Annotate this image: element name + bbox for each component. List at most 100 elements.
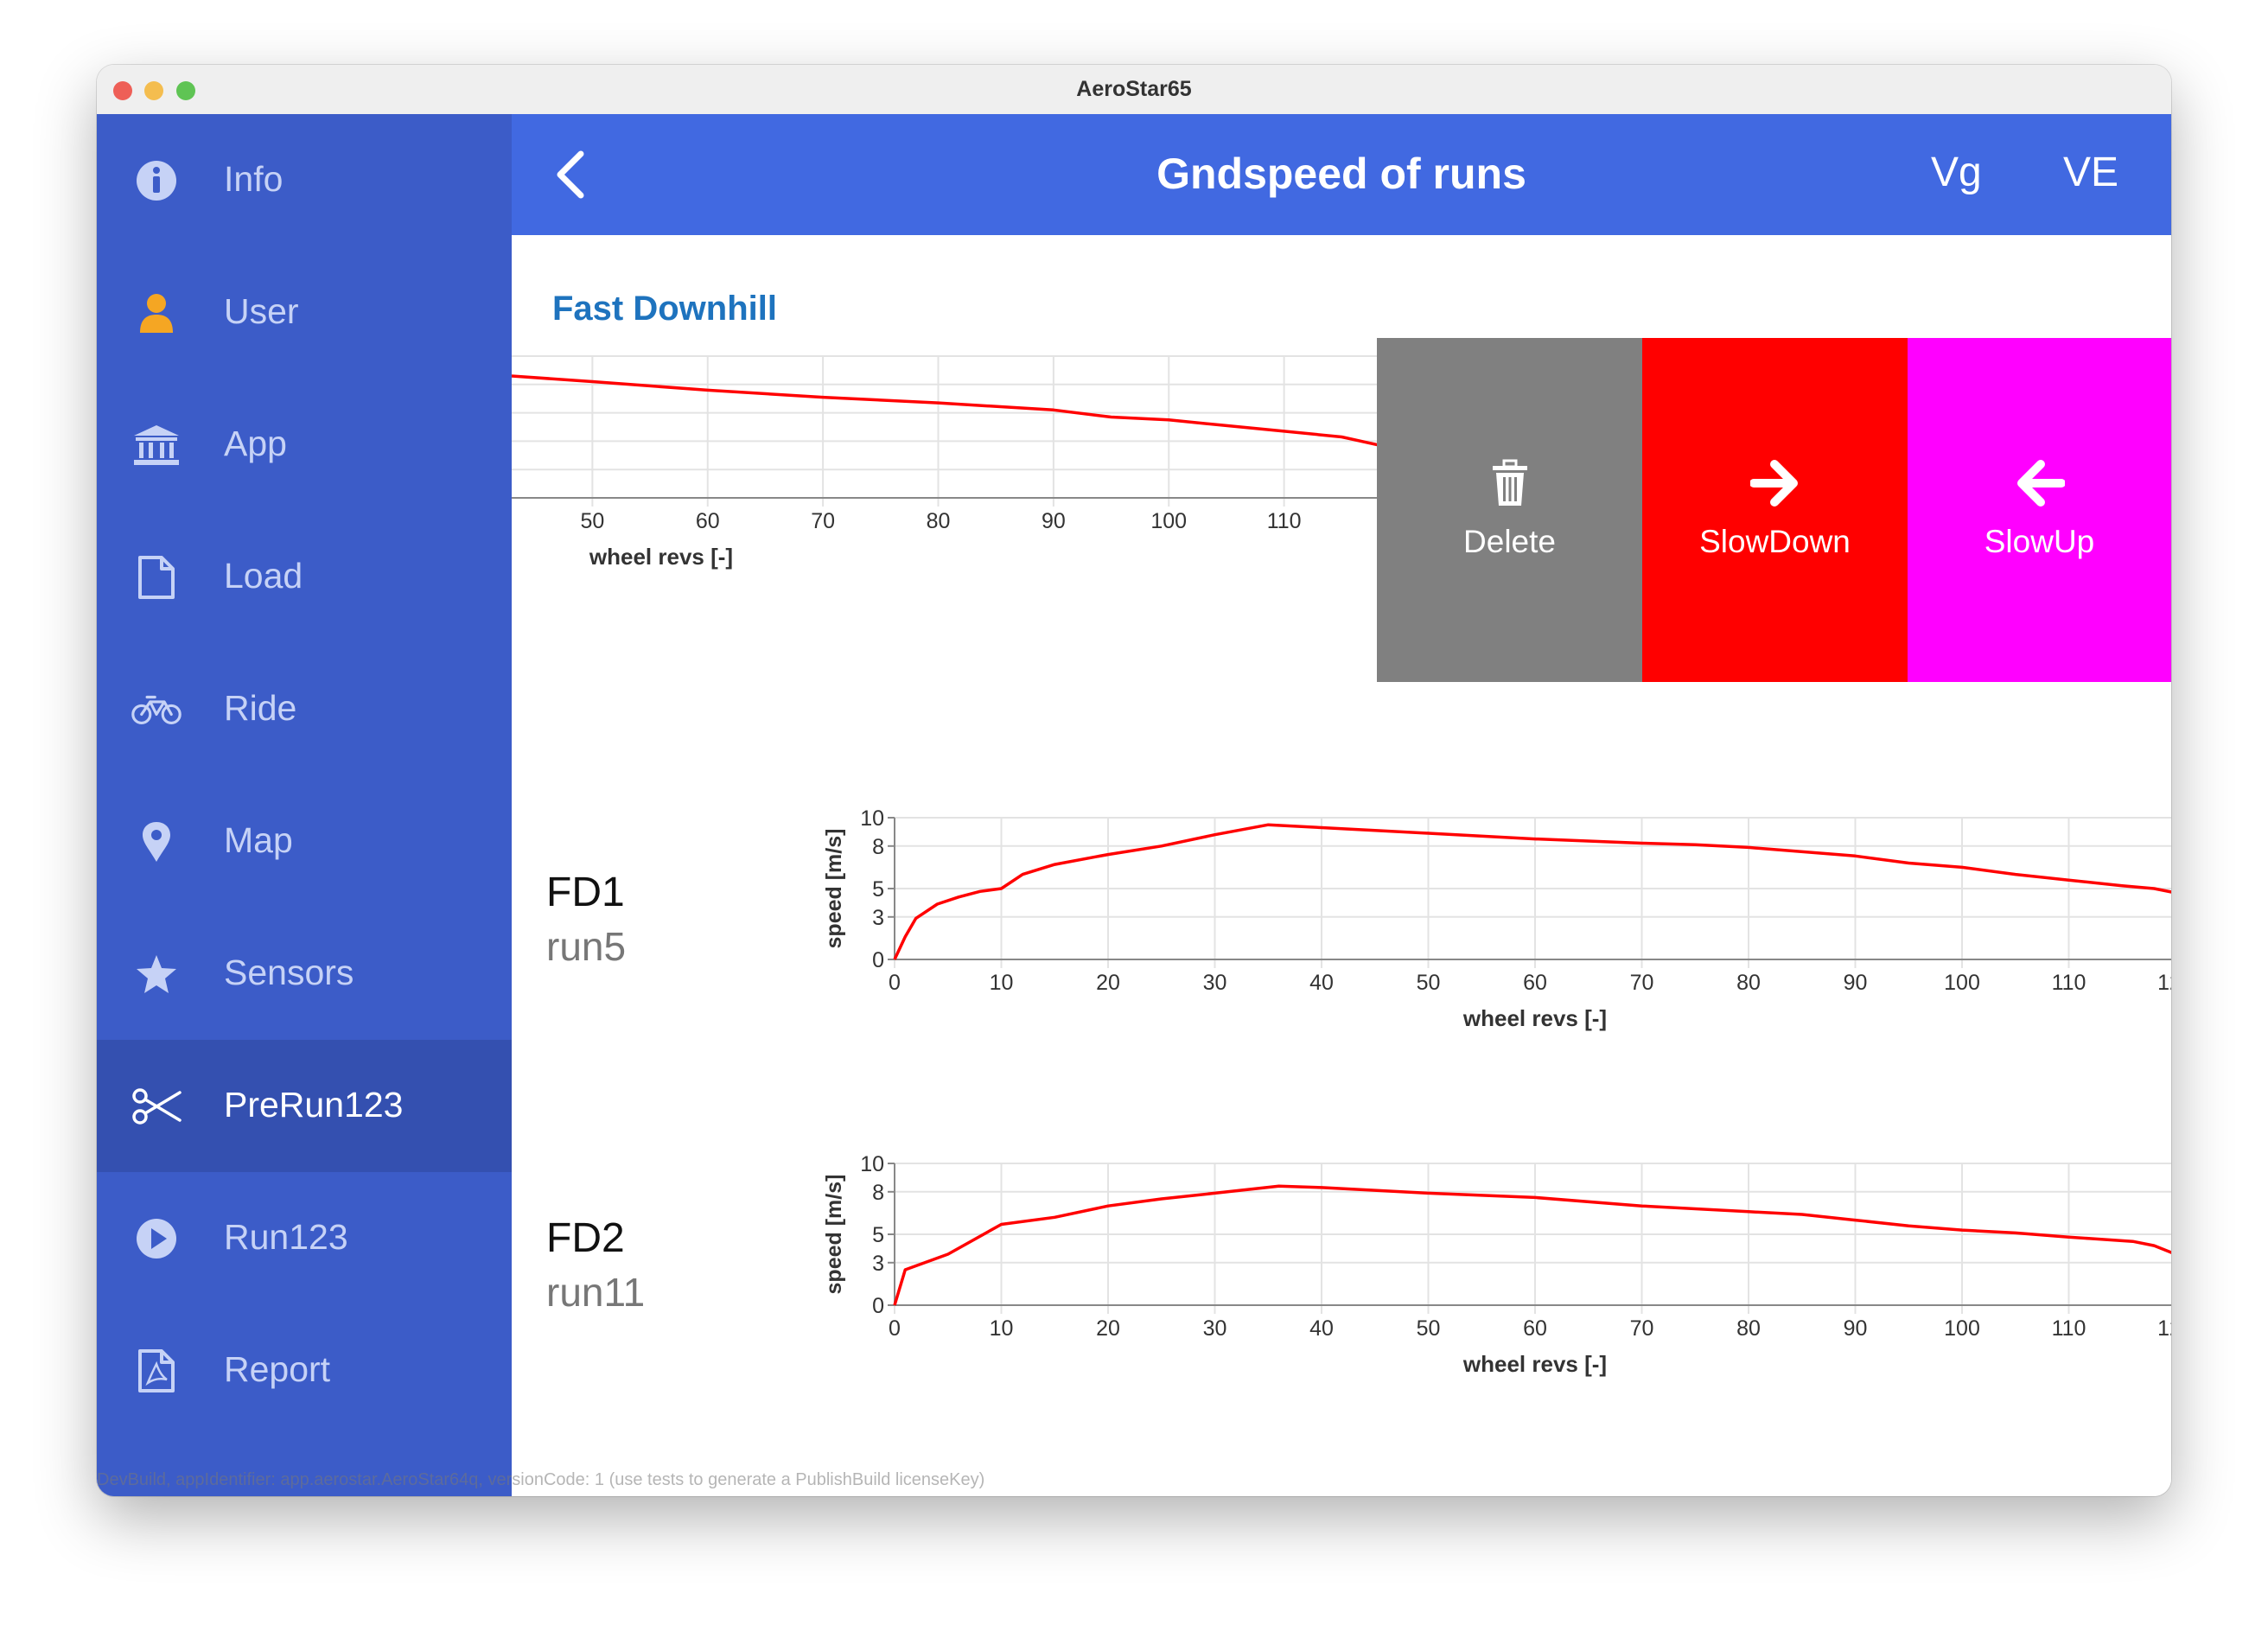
build-info: DevBuild, appIdentifier: app.aerostar.Ae… [97, 1470, 985, 1489]
x-tick-label: 110 [1267, 509, 1302, 533]
run-name: FD2 [546, 1215, 625, 1261]
y-axis-label: speed [m/s] [822, 1175, 846, 1295]
sidebar-item-label: Run123 [224, 1217, 348, 1257]
x-tick-label: 90 [1844, 1316, 1868, 1341]
run-id: run5 [546, 924, 627, 969]
y-tick-label: 8 [872, 835, 884, 859]
x-tick-label: 120 [2157, 1316, 2171, 1341]
sidebar-item-ride[interactable]: Ride [97, 643, 512, 775]
vg-button[interactable]: Vg [1931, 150, 1982, 195]
x-tick-label: 0 [889, 971, 901, 995]
y-tick-label: 3 [872, 906, 884, 930]
title-bar: AeroStar65 [97, 65, 2171, 115]
x-tick-label: 110 [2052, 1316, 2086, 1341]
sidebar-item-map[interactable]: Map [97, 775, 512, 908]
x-tick-label: 60 [1523, 1316, 1547, 1341]
y-axis-label: speed [m/s] [822, 829, 846, 949]
slowup-button[interactable]: SlowUp [1908, 338, 2171, 682]
user-icon [131, 288, 182, 338]
x-axis-label: wheel revs [-] [1462, 1351, 1607, 1377]
star-icon [131, 949, 182, 999]
series-line [512, 374, 1400, 451]
y-tick-label: 5 [872, 1223, 884, 1247]
y-tick-label: 8 [872, 1181, 884, 1205]
sidebar-item-label: User [224, 291, 299, 331]
trash-icon [1377, 459, 1642, 511]
file-icon [131, 552, 182, 602]
bank-icon [131, 420, 182, 470]
x-tick-label: 40 [1309, 1316, 1334, 1341]
sidebar-item-run123[interactable]: Run123 [97, 1172, 512, 1304]
delete-label: Delete [1463, 524, 1556, 559]
x-tick-label: 20 [1096, 1316, 1120, 1341]
series-line [893, 823, 2171, 960]
x-tick-label: 70 [1630, 1316, 1654, 1341]
map-pin-icon [131, 817, 182, 867]
maximize-window-button[interactable] [176, 81, 195, 100]
x-tick-label: 80 [927, 509, 951, 533]
sidebar-item-sensors[interactable]: Sensors [97, 908, 512, 1040]
x-tick-label: 20 [1096, 971, 1120, 995]
y-tick-label: 3 [872, 1252, 884, 1276]
x-tick-label: 50 [580, 509, 604, 533]
info-icon [131, 156, 182, 206]
sidebar-item-label: Info [224, 159, 284, 199]
y-tick-label: 0 [872, 1294, 884, 1318]
x-tick-label: 50 [1417, 971, 1441, 995]
x-tick-label: 60 [696, 509, 720, 533]
x-tick-label: 100 [1150, 509, 1187, 533]
x-tick-label: 80 [1736, 971, 1761, 995]
y-tick-label: 5 [872, 877, 884, 902]
x-tick-label: 80 [1736, 1316, 1761, 1341]
x-axis-label: wheel revs [-] [1462, 1005, 1607, 1031]
arrow-left-icon [1908, 459, 2171, 511]
chevron-left-icon [557, 150, 584, 199]
sidebar-item-app[interactable]: App [97, 379, 512, 511]
x-tick-label: 50 [1417, 1316, 1441, 1341]
app-window: AeroStar65 Info User App Load [97, 65, 2171, 1496]
x-tick-label: 100 [1944, 1316, 1980, 1341]
y-tick-label: 0 [872, 948, 884, 972]
bicycle-icon [131, 685, 182, 735]
sidebar-item-user[interactable]: User [97, 246, 512, 379]
pdf-file-icon [131, 1346, 182, 1396]
slowdown-button[interactable]: SlowDown [1642, 338, 1908, 682]
window-title: AeroStar65 [1076, 77, 1192, 101]
delete-button[interactable]: Delete [1377, 338, 1642, 682]
sidebar-item-report[interactable]: Report [97, 1304, 512, 1437]
x-tick-label: 110 [2052, 971, 2086, 995]
sidebar-item-load[interactable]: Load [97, 511, 512, 643]
x-axis-label: wheel revs [-] [589, 544, 733, 570]
x-tick-label: 60 [1523, 971, 1547, 995]
sidebar-item-label: PreRun123 [224, 1085, 404, 1125]
sidebar-item-label: Ride [224, 688, 297, 728]
y-tick-label: 10 [860, 1152, 884, 1176]
section-title: Fast Downhill [552, 290, 777, 328]
series-line [893, 1184, 2171, 1306]
x-tick-label: 70 [1630, 971, 1654, 995]
minimize-window-button[interactable] [144, 81, 163, 100]
slowdown-label: SlowDown [1699, 524, 1851, 559]
sidebar-item-label: Map [224, 820, 293, 860]
page-title: Gndspeed of runs [1156, 150, 1526, 198]
run-name: FD1 [546, 870, 625, 915]
scissors-icon [131, 1081, 182, 1131]
back-button[interactable] [546, 149, 598, 201]
y-tick-label: 10 [860, 806, 884, 831]
run-id: run11 [546, 1270, 646, 1315]
x-tick-label: 30 [1203, 971, 1227, 995]
slowup-label: SlowUp [1984, 524, 2095, 559]
x-tick-label: 40 [1309, 971, 1334, 995]
x-tick-label: 90 [1844, 971, 1868, 995]
x-tick-label: 100 [1944, 971, 1980, 995]
sidebar-item-info[interactable]: Info [97, 114, 512, 246]
sidebar: Info User App Load Ride [97, 114, 512, 1496]
sidebar-item-prerun123[interactable]: PreRun123 [97, 1040, 512, 1172]
close-window-button[interactable] [113, 81, 132, 100]
ve-button[interactable]: VE [2063, 150, 2119, 195]
arrow-right-icon [1642, 459, 1908, 511]
